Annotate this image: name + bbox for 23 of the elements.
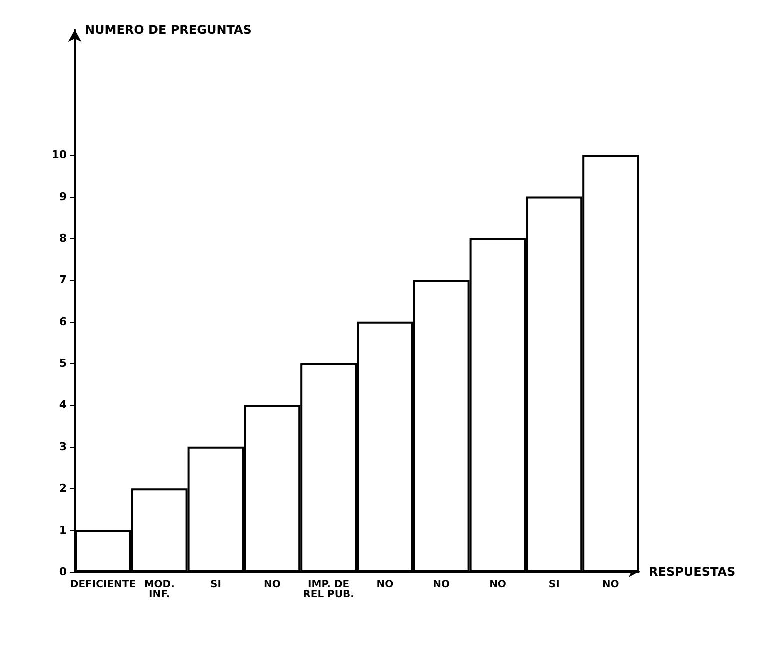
x-tick-label: NO — [376, 580, 394, 590]
x-tick-label: NO — [490, 580, 506, 590]
y-tick-label: 5 — [59, 357, 67, 370]
x-tick-label: NO — [602, 580, 620, 590]
y-tick-label: 9 — [59, 190, 67, 204]
y-axis-title: NUMERO DE PREGUNTAS — [85, 23, 252, 37]
x-tick-label: NO — [433, 580, 450, 590]
x-tick-label: IMP. DE REL PUB. — [303, 580, 354, 600]
x-axis-title: RESPUESTAS — [649, 565, 736, 579]
y-tick-label: 7 — [59, 274, 67, 287]
y-tick-label: 3 — [59, 440, 67, 454]
y-tick-label: 1 — [59, 524, 67, 537]
y-tick-label: 6 — [59, 315, 68, 328]
y-tick-label: 4 — [59, 398, 68, 412]
x-tick-label: MOD. INF. — [144, 580, 175, 600]
x-tick-label: NO — [264, 580, 281, 590]
y-tick-label: 10 — [52, 148, 68, 162]
y-tick-label: 0 — [59, 566, 68, 578]
x-tick-label: SI — [210, 580, 222, 590]
x-tick-label: SI — [548, 580, 560, 590]
y-tick-label: 8 — [59, 232, 67, 245]
x-tick-label: DEFICIENTE — [70, 580, 136, 590]
y-tick-label: 2 — [59, 482, 67, 496]
